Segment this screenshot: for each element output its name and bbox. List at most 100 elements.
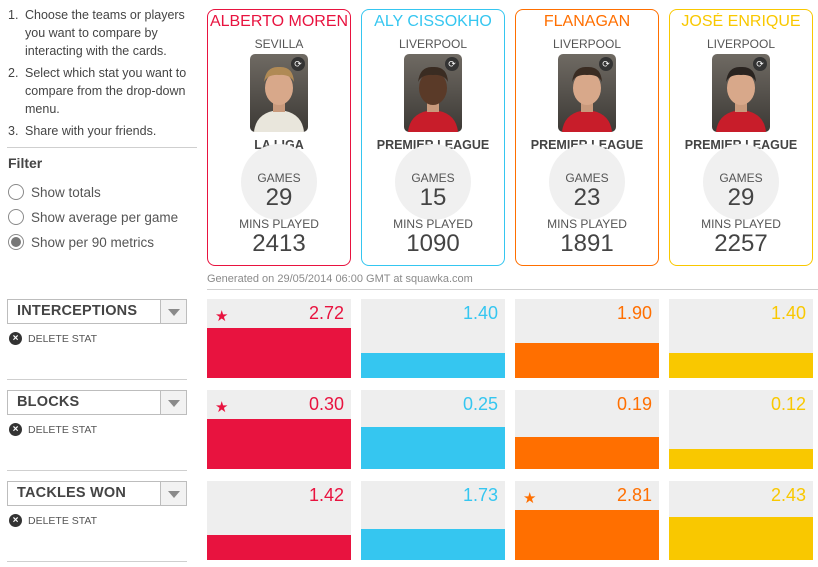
games-circle	[703, 144, 779, 220]
stat-cell: 1.90	[515, 299, 659, 378]
radio-icon[interactable]	[8, 209, 24, 225]
stat-cell: 0.12	[669, 390, 813, 469]
stat-value: 2.72	[308, 303, 344, 323]
games-value: 29	[727, 184, 755, 211]
stat-value: 1.73	[462, 485, 498, 505]
filter-option-per90[interactable]: Show per 90 metrics	[8, 234, 154, 250]
games-label: GAMES	[257, 171, 301, 185]
player-card[interactable]: JOSÉ ENRIQUE LIVERPOOL ⟳ PREMIER LEAGUE …	[669, 9, 813, 266]
player-photo-icon	[712, 54, 770, 132]
player-club: LIVERPOOL	[398, 37, 468, 51]
filter-option-label: Show per 90 metrics	[31, 234, 155, 250]
delete-stat-button[interactable]: × DELETE STAT	[9, 514, 97, 527]
player-card[interactable]: FLANAGAN LIVERPOOL ⟳ PREMIER LEAGUE 2013…	[515, 9, 659, 266]
stat-bar	[207, 419, 351, 469]
stat-value: 1.42	[308, 485, 344, 505]
games-circle	[395, 144, 471, 220]
stat-dropdown-label: INTERCEPTIONS	[17, 303, 138, 319]
stat-value: 0.25	[462, 394, 498, 414]
games-label: GAMES	[719, 171, 763, 185]
stat-cell: 1.73	[361, 481, 505, 560]
stat-value: 2.43	[770, 485, 806, 505]
delete-stat-button[interactable]: × DELETE STAT	[9, 332, 97, 345]
close-icon[interactable]: ×	[9, 332, 22, 345]
delete-stat-label: DELETE STAT	[28, 514, 98, 527]
player-card[interactable]: ALBERTO MOREN SEVILLA ⟳ LA LIGA 2013/201…	[207, 9, 351, 266]
stat-dropdown-label: TACKLES WON	[17, 485, 127, 501]
mins-played-label: MINS PLAYED	[547, 217, 627, 231]
radio-icon[interactable]	[8, 184, 24, 200]
stat-dropdown[interactable]: BLOCKS	[7, 390, 187, 415]
player-club: LIVERPOOL	[552, 37, 622, 51]
stat-bar	[361, 529, 505, 560]
filter-option-label: Show totals	[31, 184, 101, 200]
stat-cell: 1.40	[669, 299, 813, 378]
chevron-down-icon[interactable]	[160, 482, 186, 505]
stat-dropdown-label: BLOCKS	[17, 394, 80, 410]
chevron-down-icon[interactable]	[160, 391, 186, 414]
star-icon: ★	[215, 399, 229, 416]
stat-value: 0.12	[770, 394, 806, 414]
mins-played-value: 1090	[406, 230, 460, 257]
close-icon[interactable]: ×	[9, 514, 22, 527]
player-name: ALBERTO MOREN	[209, 13, 349, 30]
stat-value: 2.81	[616, 485, 652, 505]
games-value: 15	[419, 184, 447, 211]
radio-selected-icon[interactable]	[8, 234, 24, 250]
instruction-item: 2. Select which stat you want to compare …	[8, 66, 187, 116]
filter-title: Filter	[8, 155, 43, 171]
stat-bar	[669, 353, 813, 378]
stat-value: 1.90	[616, 303, 652, 323]
stat-value: 0.19	[616, 394, 652, 414]
stat-bar	[207, 535, 351, 560]
player-card[interactable]: ALY CISSOKHO LIVERPOOL ⟳ PREMIER LEAGUE …	[361, 9, 505, 266]
stat-bar	[361, 353, 505, 378]
stat-cell: 2.43	[669, 481, 813, 560]
divider	[7, 470, 187, 471]
instruction-item: 3. Share with your friends.	[8, 124, 157, 138]
player-name: ALY CISSOKHO	[374, 13, 492, 30]
mins-played-label: MINS PLAYED	[393, 217, 473, 231]
player-photo: ⟳	[712, 54, 770, 132]
instructions-list: 1. Choose the teams or players you want t…	[8, 6, 198, 144]
player-photo: ⟳	[404, 54, 462, 132]
stat-dropdown[interactable]: INTERCEPTIONS	[7, 299, 187, 324]
delete-stat-label: DELETE STAT	[28, 423, 98, 436]
player-photo: ⟳	[250, 54, 308, 132]
divider	[7, 379, 187, 380]
close-icon[interactable]: ×	[9, 423, 22, 436]
star-icon: ★	[215, 308, 229, 325]
stat-cell: 2.72 ★	[207, 299, 351, 378]
filter-option-label: Show average per game	[31, 209, 179, 225]
player-name: JOSÉ ENRIQUE	[681, 13, 801, 30]
player-photo: ⟳	[558, 54, 616, 132]
filter-option-average[interactable]: Show average per game	[8, 209, 178, 225]
stat-cell: 1.40	[361, 299, 505, 378]
games-label: GAMES	[411, 171, 455, 185]
instruction-item: 1. Choose the teams or players you want t…	[8, 8, 185, 58]
stat-dropdown[interactable]: TACKLES WON	[7, 481, 187, 506]
chevron-down-icon[interactable]	[160, 300, 186, 323]
stat-bar	[515, 437, 659, 469]
games-value: 29	[265, 184, 293, 211]
player-club: SEVILLA	[254, 37, 304, 51]
games-value: 23	[573, 184, 601, 211]
squawka-badge-icon: ⟳	[753, 57, 767, 71]
stat-cell: 0.30 ★	[207, 390, 351, 469]
games-label: GAMES	[565, 171, 609, 185]
squawka-badge-icon: ⟳	[445, 57, 459, 71]
squawka-badge-icon: ⟳	[599, 57, 613, 71]
delete-stat-label: DELETE STAT	[28, 332, 98, 345]
games-circle	[549, 144, 625, 220]
stat-cell: 1.42	[207, 481, 351, 560]
delete-stat-button[interactable]: × DELETE STAT	[9, 423, 97, 436]
stat-bar	[361, 427, 505, 469]
filter-option-totals[interactable]: Show totals	[8, 184, 101, 200]
stat-value: 0.30	[308, 394, 344, 414]
generated-timestamp: Generated on 29/05/2014 06:00 GMT at squ…	[207, 273, 473, 285]
stat-bar	[207, 328, 351, 378]
mins-played-value: 2257	[714, 230, 768, 257]
stat-bar	[669, 449, 813, 469]
stat-cell: 0.25	[361, 390, 505, 469]
mins-played-value: 2413	[252, 230, 306, 257]
